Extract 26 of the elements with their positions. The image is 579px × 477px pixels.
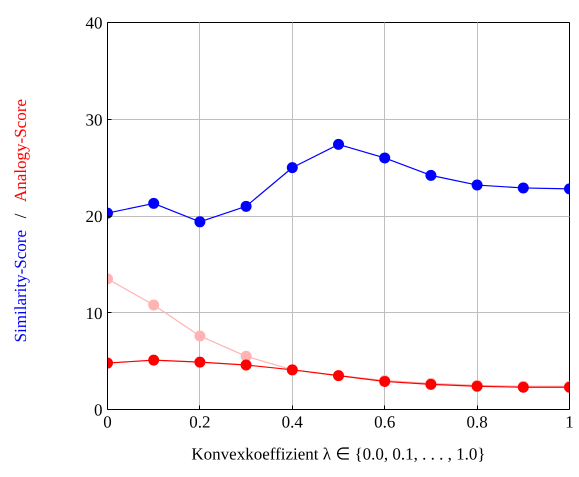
y-tick-label: 30 xyxy=(86,110,102,130)
point xyxy=(148,354,160,366)
point xyxy=(518,182,529,194)
point xyxy=(379,152,390,164)
point xyxy=(333,138,344,150)
x-tick-label: 0.4 xyxy=(282,412,304,432)
point xyxy=(472,180,483,191)
x-tick-label: 0.6 xyxy=(374,412,396,432)
x-tick-label: 0.8 xyxy=(466,412,488,432)
y-axis-title: Similarity-Score / Analogy-Score xyxy=(11,99,30,342)
point xyxy=(240,360,252,370)
point xyxy=(425,170,436,181)
point xyxy=(194,330,206,342)
y-tick-label: 10 xyxy=(86,304,102,323)
y-tick-label: 20 xyxy=(86,207,102,226)
y-tick-label: 0 xyxy=(94,400,102,420)
point xyxy=(148,198,160,209)
x-tick-label: 0.2 xyxy=(189,412,211,432)
point xyxy=(194,216,206,228)
point xyxy=(240,200,252,212)
point xyxy=(286,162,298,174)
y-tick-label: 40 xyxy=(86,14,102,32)
x-tick-label: 1 xyxy=(565,412,574,432)
x-axis-title: Konvexkoeffizient λ ∈ {0.0, 0.1, . . . , 1.0} xyxy=(191,444,486,464)
point xyxy=(148,300,160,310)
point xyxy=(194,356,206,368)
